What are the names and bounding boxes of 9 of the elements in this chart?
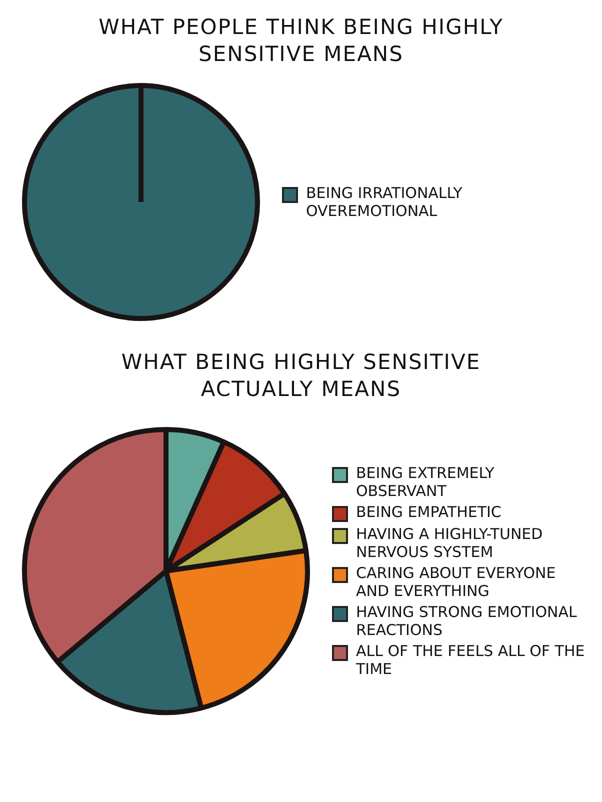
legend-label: CARING ABOUT EVERYONE AND EVERYTHING xyxy=(356,564,557,600)
legend-label: HAVING STRONG EMOTIONAL REACTIONS xyxy=(356,603,578,640)
legend-label: ALL OF THE FEELS ALL OF THE TIME xyxy=(356,642,586,678)
legend-label: BEING EMPATHETIC xyxy=(356,503,502,522)
chart-title: WHAT PEOPLE THINK BEING HIGHLY SENSITIVE MEANS xyxy=(98,14,504,68)
legend-label: HAVING A HIGHLY-TUNED NERVOUS SYSTEM xyxy=(356,525,544,562)
legend-label: BEING EXTREMELY OBSERVANT xyxy=(356,464,496,500)
chart-title: WHAT BEING HIGHLY SENSITIVE ACTUALLY MEANS xyxy=(120,348,482,403)
legend-label: BEING IRRATIONALLY OVEREMOTIONAL xyxy=(306,184,464,220)
